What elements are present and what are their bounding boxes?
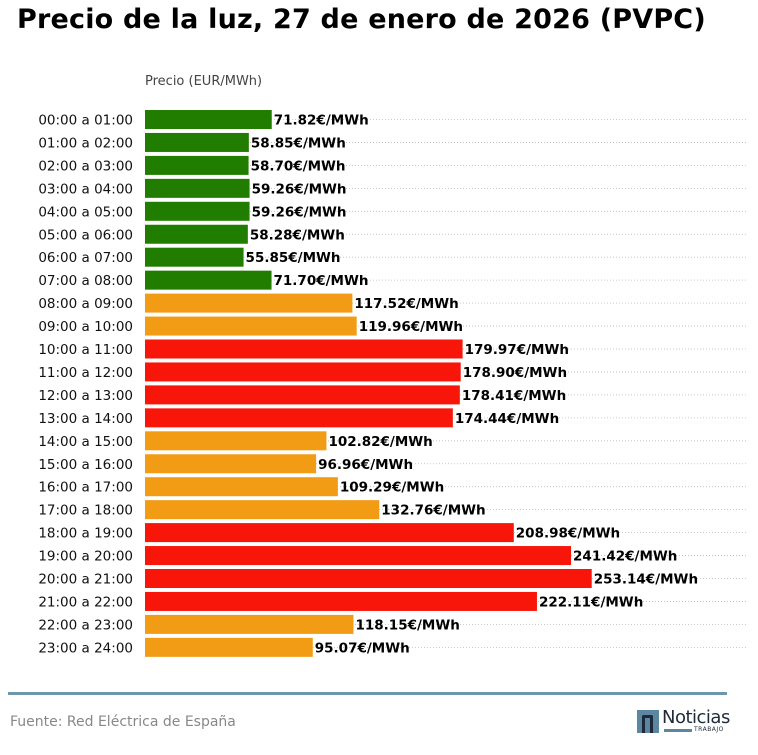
category-label: 11:00 a 12:00 xyxy=(38,365,133,381)
bar-7 xyxy=(145,270,272,290)
value-label: 71.82€/MWh xyxy=(274,113,369,129)
bar-21 xyxy=(145,591,537,611)
source-text: Fuente: Red Eléctrica de España xyxy=(10,714,236,730)
bar-12 xyxy=(145,385,460,405)
bar-18 xyxy=(145,523,514,543)
bar-9 xyxy=(145,316,357,336)
category-label: 18:00 a 19:00 xyxy=(38,526,133,542)
category-label: 05:00 a 06:00 xyxy=(38,227,133,243)
value-label: 59.26€/MWh xyxy=(252,181,347,197)
value-label: 102.82€/MWh xyxy=(328,434,432,450)
category-label: 22:00 a 23:00 xyxy=(38,617,133,633)
value-label: 55.85€/MWh xyxy=(246,250,341,266)
axis-label: Precio (EUR/MWh) xyxy=(145,74,263,89)
bar-chart: 00:00 a 01:00 01:00 a 02:00 02:00 a 03:00 0… xyxy=(38,110,748,657)
category-label: 02:00 a 03:00 xyxy=(38,158,133,174)
category-label: 08:00 a 09:00 xyxy=(38,296,133,312)
logo-subtext: TRABAJO xyxy=(694,726,724,733)
bar-4 xyxy=(145,201,250,221)
value-label: 179.97€/MWh xyxy=(465,342,569,358)
value-label: 253.14€/MWh xyxy=(594,572,698,588)
category-labels: 00:00 a 01:00 01:00 a 02:00 02:00 a 03:00 0… xyxy=(38,113,133,657)
category-label: 13:00 a 14:00 xyxy=(38,411,133,427)
bar-22 xyxy=(145,614,354,634)
category-label: 06:00 a 07:00 xyxy=(38,250,133,266)
value-label: 178.41€/MWh xyxy=(462,388,566,404)
logo-icon xyxy=(637,710,659,733)
footer-divider xyxy=(8,692,727,695)
bar-6 xyxy=(145,247,244,267)
logo-underline xyxy=(664,729,692,732)
category-label: 19:00 a 20:00 xyxy=(38,549,133,565)
bar-14 xyxy=(145,431,327,451)
bar-3 xyxy=(145,178,250,198)
value-label: 109.29€/MWh xyxy=(340,480,444,496)
gridlines xyxy=(145,119,748,648)
value-label: 117.52€/MWh xyxy=(354,296,458,312)
value-label: 58.70€/MWh xyxy=(251,158,346,174)
category-label: 14:00 a 15:00 xyxy=(38,434,133,450)
value-label: 96.96€/MWh xyxy=(318,457,413,473)
value-label: 222.11€/MWh xyxy=(539,594,643,610)
category-label: 16:00 a 17:00 xyxy=(38,480,133,496)
bar-5 xyxy=(145,224,248,244)
category-label: 09:00 a 10:00 xyxy=(38,319,133,335)
bar-16 xyxy=(145,477,338,497)
bar-23 xyxy=(145,637,313,657)
value-label: 58.85€/MWh xyxy=(251,135,346,151)
category-label: 04:00 a 05:00 xyxy=(38,204,133,220)
bar-20 xyxy=(145,569,592,588)
chart-title: Precio de la luz, 27 de enero de 2026 (P… xyxy=(17,4,706,35)
noticias-trabajo-logo: Noticias TRABAJO xyxy=(637,707,732,735)
category-label: 03:00 a 04:00 xyxy=(38,181,133,197)
value-label: 241.42€/MWh xyxy=(573,549,677,565)
value-label: 58.28€/MWh xyxy=(250,227,345,243)
logo-text: Noticias xyxy=(662,707,730,728)
bars xyxy=(145,110,592,657)
bar-0 xyxy=(145,110,272,129)
category-label: 20:00 a 21:00 xyxy=(38,572,133,588)
value-label: 119.96€/MWh xyxy=(359,319,463,335)
category-label: 21:00 a 22:00 xyxy=(38,594,133,610)
category-label: 10:00 a 11:00 xyxy=(38,342,133,358)
bar-11 xyxy=(145,362,461,382)
bar-2 xyxy=(145,155,249,175)
bar-13 xyxy=(145,408,453,428)
bar-1 xyxy=(145,132,249,152)
bar-8 xyxy=(145,293,353,313)
value-label: 59.26€/MWh xyxy=(252,204,347,220)
category-label: 01:00 a 02:00 xyxy=(38,135,133,151)
value-label: 118.15€/MWh xyxy=(356,617,460,633)
category-label: 07:00 a 08:00 xyxy=(38,273,133,289)
category-label: 15:00 a 16:00 xyxy=(38,457,133,473)
category-label: 12:00 a 13:00 xyxy=(38,388,133,404)
value-label: 208.98€/MWh xyxy=(516,526,620,542)
value-label: 174.44€/MWh xyxy=(455,411,559,427)
bar-10 xyxy=(145,339,463,359)
value-labels: 71.82€/MWh 58.85€/MWh 58.70€/MWh 59.26€/MWh… xyxy=(246,113,699,657)
value-label: 132.76€/MWh xyxy=(381,503,485,519)
bar-19 xyxy=(145,546,572,566)
category-label: 17:00 a 18:00 xyxy=(38,503,133,519)
value-label: 95.07€/MWh xyxy=(315,640,410,656)
bar-17 xyxy=(145,500,380,520)
category-label: 23:00 a 24:00 xyxy=(38,640,133,656)
bar-15 xyxy=(145,454,317,474)
value-label: 71.70€/MWh xyxy=(274,273,369,289)
category-label: 00:00 a 01:00 xyxy=(38,113,133,129)
value-label: 178.90€/MWh xyxy=(463,365,567,381)
